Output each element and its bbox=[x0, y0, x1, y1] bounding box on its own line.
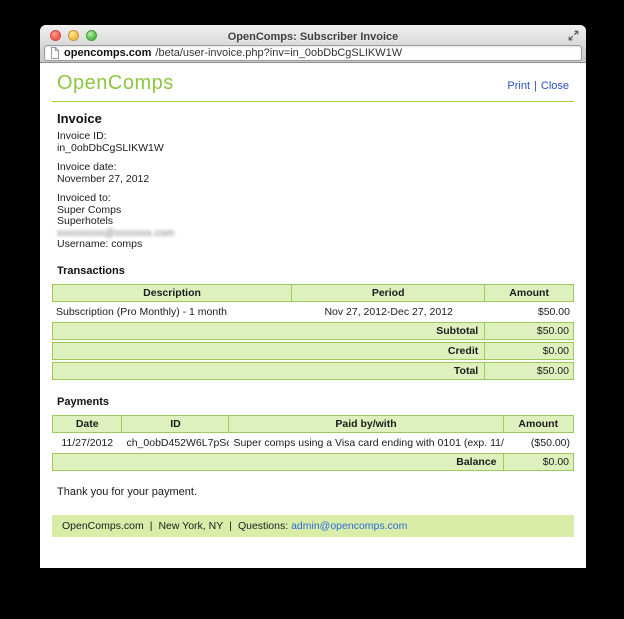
subtotal-label: Subtotal bbox=[52, 321, 486, 340]
footer-questions-label: Questions: bbox=[237, 519, 289, 532]
invoice-id-value: in_0obDbCgSLIKW1W bbox=[57, 141, 164, 154]
invoice-date-value: November 27, 2012 bbox=[57, 172, 150, 185]
col-id: ID bbox=[122, 414, 230, 433]
invoice-date-label: Invoice date: bbox=[57, 161, 117, 173]
invoiced-username: Username: comps bbox=[57, 238, 143, 250]
fullscreen-icon[interactable] bbox=[568, 30, 579, 41]
header-links: Print | Close bbox=[507, 80, 569, 95]
page-icon bbox=[51, 47, 59, 59]
payment-amount: ($50.00) bbox=[530, 436, 570, 449]
transactions-table: Description Period Amount Subscription (… bbox=[52, 282, 574, 382]
footer-location: New York, NY bbox=[158, 519, 224, 532]
opencomps-logo: OpenComps bbox=[57, 72, 174, 94]
payments-title: Payments bbox=[57, 395, 109, 408]
address-bar[interactable]: opencomps.com/beta/user-invoice.php?inv=… bbox=[44, 45, 582, 61]
invoice-date-group: Invoice date: November 27, 2012 bbox=[57, 161, 569, 185]
footer-site: OpenComps.com bbox=[62, 519, 144, 532]
payments-table: Date ID Paid by/with Amount 11/27/2012 c… bbox=[52, 413, 574, 473]
col-period: Period bbox=[292, 283, 486, 302]
thank-you-message: Thank you for your payment. bbox=[57, 485, 198, 498]
total-value: $50.00 bbox=[485, 361, 574, 380]
credit-value: $0.00 bbox=[485, 341, 574, 360]
footer-email-link[interactable]: admin@opencomps.com bbox=[291, 519, 408, 532]
txn-period: Nov 27, 2012-Dec 27, 2012 bbox=[324, 305, 453, 318]
url-path: /beta/user-invoice.php?inv=in_0obDbCgSLI… bbox=[155, 47, 403, 59]
txn-amount: $50.00 bbox=[537, 305, 570, 318]
footer-separator: | bbox=[149, 519, 153, 532]
payment-id: ch_0obD452W6L7pSc bbox=[126, 436, 230, 449]
credit-label: Credit bbox=[52, 341, 486, 360]
col-description: Description bbox=[52, 283, 293, 302]
invoice-id-group: Invoice ID: in_0obDbCgSLIKW1W bbox=[57, 130, 569, 154]
close-link[interactable]: Close bbox=[540, 80, 569, 92]
link-separator: | bbox=[534, 80, 537, 92]
page-header: OpenComps Print | Close bbox=[52, 63, 574, 102]
window-title: OpenComps: Subscriber Invoice bbox=[227, 30, 399, 43]
col-date: Date bbox=[52, 414, 123, 433]
url-toolbar: opencomps.com/beta/user-invoice.php?inv=… bbox=[40, 44, 586, 61]
payment-paid-by: Super comps using a Visa card ending wit… bbox=[233, 436, 504, 449]
payment-date: 11/27/2012 bbox=[61, 436, 114, 449]
zoom-button[interactable] bbox=[86, 30, 97, 41]
col-pay-amount: Amount bbox=[503, 414, 574, 433]
print-link[interactable]: Print bbox=[507, 80, 531, 92]
credit-row: Credit $0.00 bbox=[52, 341, 574, 360]
table-row: Subscription (Pro Monthly) - 1 month Nov… bbox=[52, 304, 574, 320]
balance-label: Balance bbox=[52, 452, 504, 471]
payments-header-row: Date ID Paid by/with Amount bbox=[52, 414, 574, 433]
traffic-lights bbox=[50, 30, 97, 41]
subtotal-row: Subtotal $50.00 bbox=[52, 321, 574, 340]
window-chrome: OpenComps: Subscriber Invoice opencomps.… bbox=[40, 25, 586, 63]
table-row: 11/27/2012 ch_0obD452W6L7pSc Super comps… bbox=[52, 435, 574, 451]
titlebar[interactable]: OpenComps: Subscriber Invoice bbox=[40, 25, 586, 44]
total-row: Total $50.00 bbox=[52, 361, 574, 380]
transactions-title: Transactions bbox=[57, 264, 125, 277]
total-label: Total bbox=[52, 361, 486, 380]
invoice-id-label: Invoice ID: bbox=[57, 130, 107, 142]
minimize-button[interactable] bbox=[68, 30, 79, 41]
subtotal-value: $50.00 bbox=[485, 321, 574, 340]
page-title: Invoice bbox=[57, 111, 102, 126]
invoiced-email-redacted: xxxxxxxxx@xxxxxxx.com bbox=[57, 226, 175, 239]
close-button[interactable] bbox=[50, 30, 61, 41]
txn-description: Subscription (Pro Monthly) - 1 month bbox=[56, 305, 227, 318]
invoiced-to-name: Super Comps bbox=[57, 203, 122, 216]
invoiced-to-group: Invoiced to: Super Comps Superhotels xxx… bbox=[57, 192, 569, 251]
site-footer: OpenComps.com | New York, NY | Questions: ad… bbox=[52, 514, 574, 537]
url-domain: opencomps.com bbox=[64, 47, 152, 59]
transactions-header-row: Description Period Amount bbox=[52, 283, 574, 302]
browser-window: OpenComps: Subscriber Invoice opencomps.… bbox=[40, 25, 586, 568]
page-content: OpenComps Print | Close Invoice Invoice ID… bbox=[40, 63, 586, 568]
invoiced-to-company: Superhotels bbox=[57, 215, 114, 227]
invoiced-to-label: Invoiced to: bbox=[57, 192, 111, 204]
col-amount: Amount bbox=[485, 283, 574, 302]
col-paid-by: Paid by/with bbox=[229, 414, 504, 433]
balance-value: $0.00 bbox=[503, 452, 574, 471]
footer-separator: | bbox=[229, 519, 232, 532]
balance-row: Balance $0.00 bbox=[52, 452, 574, 471]
